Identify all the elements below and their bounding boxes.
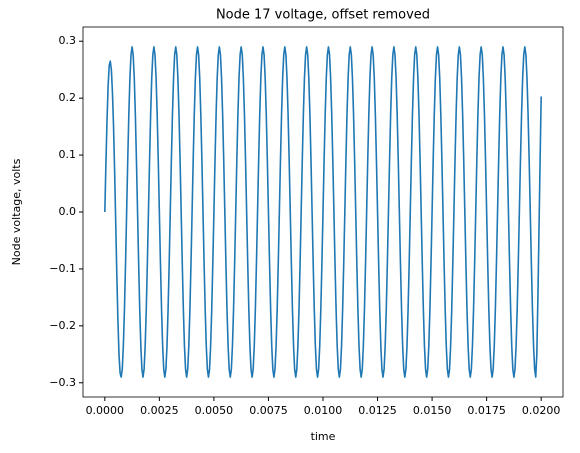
y-tick-label: −0.1 [49, 262, 76, 275]
y-tick-label: 0.3 [59, 34, 77, 47]
x-tick-label: 0.0050 [195, 404, 234, 417]
plot-frame [82, 26, 564, 398]
line [104, 46, 542, 378]
x-tick-label: 0.0000 [86, 404, 125, 417]
chart-title: Node 17 voltage, offset removed [216, 8, 430, 23]
y-tick-label: 0.0 [59, 205, 77, 218]
x-tick-label: 0.0100 [304, 404, 343, 417]
y-axis-label: Node voltage, volts [10, 158, 23, 265]
y-tick-label: 0.1 [59, 148, 77, 161]
x-tick-label: 0.0075 [249, 404, 288, 417]
y-tick-label: −0.2 [49, 319, 76, 332]
x-tick-label: 0.0150 [413, 404, 452, 417]
x-tick-label: 0.0125 [358, 404, 397, 417]
y-tick-label: 0.2 [59, 91, 77, 104]
y-tick-label: −0.3 [49, 376, 76, 389]
x-tick-label: 0.0025 [140, 404, 179, 417]
x-tick-label: 0.0200 [522, 404, 561, 417]
x-axis-label: time [311, 430, 336, 443]
x-tick-label: 0.0175 [467, 404, 506, 417]
